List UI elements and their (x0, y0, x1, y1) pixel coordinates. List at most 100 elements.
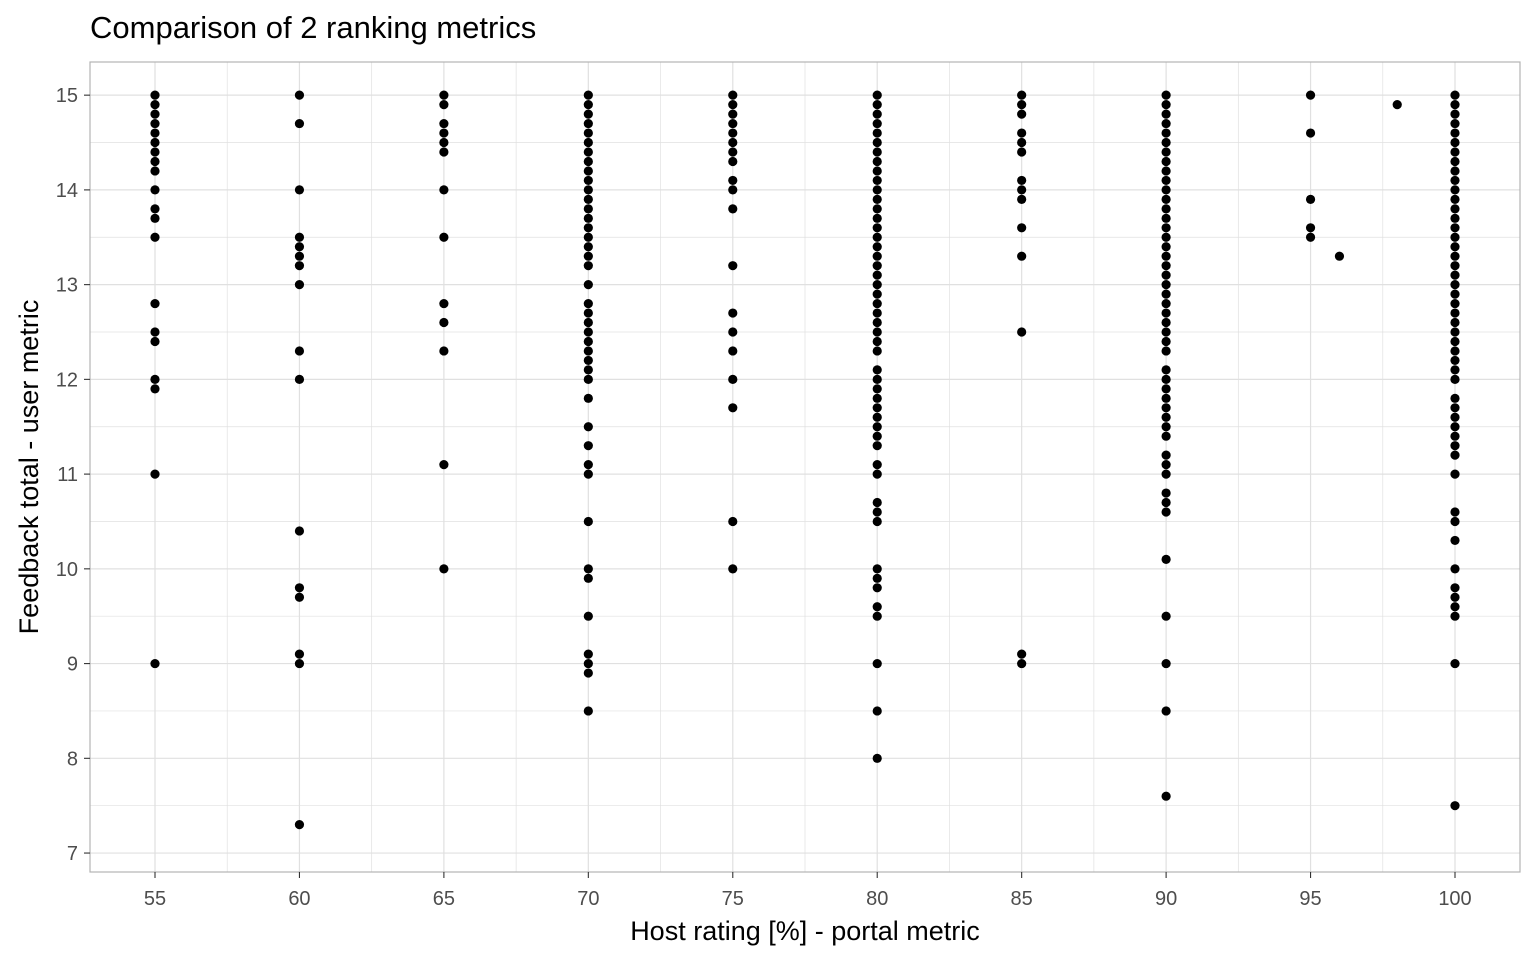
data-point (872, 393, 882, 403)
data-point (583, 611, 593, 621)
data-point (1017, 327, 1027, 337)
data-points (150, 90, 1460, 830)
data-point (1305, 128, 1316, 138)
y-tick-label: 12 (56, 369, 78, 391)
y-tick-label: 14 (56, 180, 78, 202)
data-point (1450, 801, 1460, 811)
data-point (728, 261, 738, 271)
data-point (1450, 232, 1460, 242)
data-point (728, 374, 738, 384)
x-tick-label: 75 (722, 888, 744, 910)
data-point (1161, 90, 1171, 100)
panel-border (89, 61, 1521, 873)
data-point (583, 137, 593, 148)
data-point (728, 128, 738, 138)
data-point (872, 658, 882, 669)
data-point (1450, 156, 1460, 167)
data-point (728, 90, 738, 100)
data-point (1161, 460, 1171, 470)
data-point (583, 232, 593, 242)
x-tick-label: 90 (1155, 888, 1177, 910)
data-point (1017, 185, 1027, 195)
data-point (728, 156, 738, 167)
data-point (150, 384, 160, 394)
data-point (1161, 213, 1171, 223)
x-tick-label: 70 (577, 888, 599, 910)
data-point (1161, 365, 1171, 375)
y-tick-label: 13 (56, 275, 78, 297)
data-point (872, 251, 882, 261)
data-point (872, 602, 882, 612)
data-point (1161, 298, 1171, 309)
data-point (583, 213, 593, 223)
data-point (1161, 137, 1171, 148)
data-point (1450, 251, 1460, 261)
data-point (1161, 658, 1171, 669)
data-point (1161, 251, 1171, 261)
data-point (1392, 100, 1402, 110)
data-point (872, 232, 882, 242)
data-point (872, 469, 882, 479)
data-point (1161, 175, 1171, 186)
data-point (439, 137, 449, 148)
data-point (1161, 232, 1171, 242)
data-point (872, 564, 882, 574)
data-point (583, 658, 593, 669)
y-axis-label: Feedback total - user metric (14, 300, 44, 635)
data-point (1450, 166, 1460, 176)
data-point (150, 118, 160, 129)
data-point (1450, 441, 1460, 451)
data-point (150, 658, 160, 669)
x-tick-label: 100 (1438, 888, 1471, 910)
data-point (1450, 109, 1460, 119)
data-point (872, 317, 882, 328)
data-point (294, 820, 305, 830)
data-point (1017, 194, 1027, 204)
data-point (294, 261, 305, 271)
data-point (439, 232, 449, 242)
data-point (1450, 298, 1460, 309)
x-tick-label: 65 (433, 888, 455, 910)
data-point (150, 147, 160, 157)
data-point (872, 611, 882, 621)
data-point (872, 422, 882, 432)
data-point (872, 289, 882, 299)
data-point (294, 658, 305, 669)
data-point (872, 204, 882, 214)
data-point (728, 204, 738, 214)
data-point (294, 90, 305, 100)
data-point (728, 516, 738, 527)
data-point (728, 137, 738, 148)
data-point (872, 346, 882, 356)
data-point (1450, 535, 1460, 546)
chart-title: Comparison of 2 ranking metrics (90, 10, 537, 45)
data-point (1161, 412, 1171, 422)
x-tick-label: 55 (144, 888, 166, 910)
data-point (1450, 658, 1460, 669)
data-point (1161, 185, 1171, 195)
data-point (1334, 251, 1345, 261)
data-point (294, 280, 305, 290)
data-point (439, 564, 449, 574)
data-point (872, 213, 882, 223)
data-point (1450, 365, 1460, 375)
data-point (1161, 450, 1171, 460)
data-point (872, 412, 882, 422)
data-point (1161, 422, 1171, 432)
data-point (1161, 308, 1171, 318)
data-point (872, 261, 882, 271)
data-point (1161, 156, 1171, 167)
data-point (872, 118, 882, 129)
data-point (1450, 374, 1460, 384)
data-point (1161, 374, 1171, 384)
data-point (1450, 242, 1460, 252)
data-point (1450, 583, 1460, 593)
data-point (872, 280, 882, 290)
data-point (1161, 261, 1171, 271)
data-point (1017, 109, 1027, 119)
data-point (1450, 194, 1460, 204)
data-point (872, 497, 882, 508)
data-point (1161, 270, 1171, 280)
data-point (872, 308, 882, 318)
data-point (1450, 516, 1460, 527)
